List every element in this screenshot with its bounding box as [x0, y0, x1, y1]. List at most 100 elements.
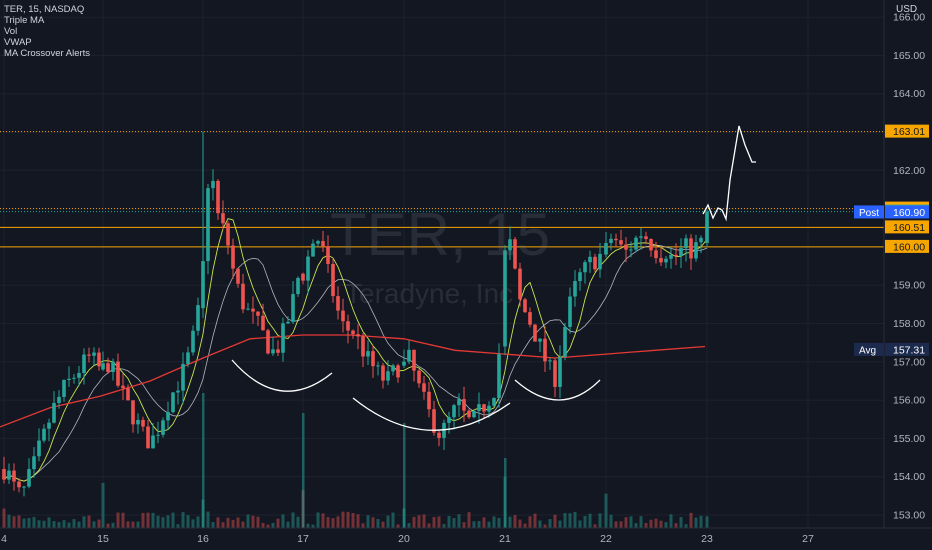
volume-bar [457, 514, 461, 528]
legend-indicator-vwap[interactable]: VWAP [4, 37, 32, 48]
left-shoulder-arc [231, 359, 333, 392]
volume-bar [246, 514, 250, 528]
price-axis[interactable]: 153.00 154.00 155.00 156.00 157.00 158.00 159.… [854, 0, 932, 528]
volume-bar [121, 512, 125, 528]
candle-body [573, 281, 577, 297]
volume-bar [361, 523, 365, 528]
candle-body [181, 363, 185, 391]
volume-bar [699, 515, 703, 528]
volume-bar [241, 521, 245, 528]
volume-bar [256, 516, 260, 528]
legend-indicator-triple-ma[interactable]: Triple MA [4, 15, 45, 26]
volume-bar [593, 524, 597, 528]
volume-bar [492, 516, 496, 528]
candle-body [42, 428, 46, 441]
currency-label[interactable]: USD [896, 4, 918, 15]
candle-body [497, 354, 501, 398]
volume-bar [126, 521, 130, 528]
candle-body [523, 299, 527, 313]
candle-body [171, 392, 175, 413]
volume-bar [47, 517, 51, 528]
volume-bar [422, 514, 426, 528]
candle-body [47, 422, 51, 429]
price-levels[interactable] [0, 131, 884, 248]
candle-body [2, 469, 6, 480]
candle-body [371, 351, 375, 367]
candle-body [22, 486, 26, 488]
volume-bar [407, 523, 411, 528]
volume-bar [27, 517, 31, 528]
volume-bar [417, 515, 421, 528]
candle-body [311, 243, 315, 257]
volume-bar [427, 523, 431, 528]
legend-symbol-line[interactable]: TER, 15, NASDAQ [4, 4, 85, 15]
post-tag: Post [859, 208, 879, 219]
volume-bar [266, 524, 270, 528]
candle-body [291, 294, 295, 322]
volume-bar [659, 520, 663, 528]
candle-body [166, 412, 170, 421]
level-price-label: 160.51 [893, 222, 925, 234]
candle-body [131, 400, 135, 425]
candle-body [141, 419, 145, 427]
price-tick-label: 157.00 [893, 356, 925, 368]
candle-body [346, 321, 350, 331]
volume-bar [206, 511, 210, 528]
time-tick-label: 20 [398, 533, 410, 545]
candle-body [121, 385, 125, 389]
post-tag-bg [854, 205, 884, 219]
price-tick-label: 165.00 [893, 50, 925, 62]
time-axis[interactable]: 4 15 16 17 20 21 22 23 27 [0, 527, 932, 550]
volume-bar [296, 516, 300, 528]
volume-bar [356, 514, 360, 528]
candle-body [266, 330, 270, 354]
volume-bar [202, 393, 205, 528]
volume-bar [634, 523, 638, 528]
price-axis-bg [884, 0, 932, 528]
volume-bar [101, 482, 105, 528]
drawing-annotations[interactable] [231, 125, 756, 431]
candle-body [705, 211, 709, 244]
candle-body [457, 399, 461, 406]
vwap-line [0, 334, 706, 428]
candle-body [598, 253, 602, 270]
candle-body [306, 256, 310, 281]
volume-bar [321, 513, 325, 528]
candle-body [487, 405, 491, 412]
avg-tag-bg [854, 342, 884, 356]
candle-body [513, 239, 517, 269]
candle-body [67, 378, 71, 380]
volume-bar [452, 518, 456, 528]
candle-body [644, 236, 648, 240]
level-price-label-bg [885, 124, 929, 138]
legend-indicator-vol[interactable]: Vol [4, 26, 18, 37]
volume-bar [106, 523, 110, 528]
volume-bar [639, 516, 643, 528]
avg-tag: Avg [859, 345, 876, 356]
candle-body [276, 349, 280, 353]
candle-body [206, 188, 210, 262]
candle-body [77, 372, 81, 378]
volume-bar [32, 517, 36, 528]
candle-body [97, 352, 101, 367]
candle-body [17, 481, 21, 488]
price-tick-label: 164.00 [893, 88, 925, 100]
volume-bar [504, 458, 507, 528]
candle-body [583, 262, 587, 273]
volume-bar [171, 512, 175, 528]
candles[interactable] [2, 131, 709, 497]
candle-body [52, 402, 56, 423]
volume-bar [694, 517, 698, 528]
candle-body [533, 324, 537, 342]
volume-bar [216, 517, 220, 528]
volume-bar [376, 518, 380, 528]
price-tick-label: 155.00 [893, 433, 925, 445]
candle-body [669, 254, 673, 259]
candle-body [386, 371, 390, 381]
candle-body [231, 245, 235, 269]
legend-indicator-ma-crossover-alerts[interactable]: MA Crossover Alerts [4, 48, 91, 59]
volume-bar [226, 517, 230, 528]
volume-bar [186, 515, 190, 528]
volume-bar [2, 508, 6, 528]
